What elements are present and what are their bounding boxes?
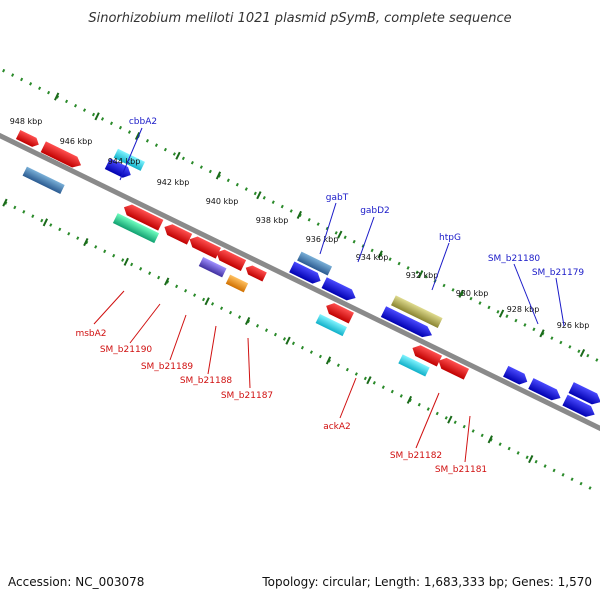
- forward-label-leaders: [119, 127, 565, 327]
- gene-label[interactable]: SM_b21189: [141, 362, 194, 372]
- gene-arrow[interactable]: [436, 355, 470, 380]
- gene-arrow[interactable]: [104, 158, 134, 180]
- gene-arrow[interactable]: [391, 295, 443, 329]
- gene-arrow[interactable]: [15, 130, 41, 149]
- reverse-major-ticks: [2, 198, 534, 464]
- gene-arrow[interactable]: [113, 148, 145, 171]
- gene-arrow[interactable]: [380, 306, 435, 340]
- genome-band: [0, 68, 600, 494]
- gene-arrow[interactable]: [187, 234, 221, 259]
- gene-arrow[interactable]: [528, 378, 563, 403]
- gene-arrow[interactable]: [568, 382, 600, 407]
- gene-arrow[interactable]: [321, 277, 359, 303]
- topology-summary: Topology: circular; Length: 1,683,333 bp…: [261, 575, 592, 589]
- forward-genes: [15, 130, 600, 420]
- gene-label[interactable]: SM_b21188: [180, 376, 233, 386]
- gene-arrow[interactable]: [398, 354, 430, 377]
- gene-arrow[interactable]: [198, 257, 227, 278]
- gene-label[interactable]: msbA2: [75, 329, 106, 339]
- gene-label[interactable]: SM_b21182: [390, 451, 442, 461]
- map-title: Sinorhizobium meliloti 1021 plasmid pSym…: [88, 11, 511, 26]
- gene-arrow[interactable]: [410, 343, 443, 367]
- scale-label: 944 kbp: [108, 157, 141, 166]
- scale-label: 932 kbp: [406, 271, 439, 280]
- gene-label[interactable]: gabT: [326, 193, 349, 203]
- gene-arrow[interactable]: [214, 247, 247, 271]
- scale-label: 926 kbp: [557, 321, 590, 330]
- reverse-genes: [22, 166, 470, 380]
- gene-label[interactable]: SM_b21187: [221, 391, 273, 401]
- gene-label[interactable]: SM_b21179: [532, 268, 585, 278]
- gene-arrow[interactable]: [324, 300, 354, 324]
- scale-label: 942 kbp: [157, 178, 190, 187]
- genome-backbone: [0, 121, 600, 443]
- gene-arrow[interactable]: [503, 365, 530, 387]
- scale-label: 938 kbp: [256, 216, 289, 225]
- scale-labels: 948 kbp 946 kbp 944 kbp 942 kbp 940 kbp …: [10, 117, 590, 330]
- reverse-label-leaders: [93, 290, 471, 463]
- accession-label: Accession: NC_003078: [8, 575, 144, 589]
- reverse-gene-labels: msbA2 SM_b21190 SM_b21189 SM_b21188 SM_b…: [75, 329, 487, 475]
- gene-arrow[interactable]: [315, 314, 347, 337]
- forward-gene-labels: cbbA2 gabT gabD2 htpG SM_b21180 SM_b2117…: [129, 117, 585, 278]
- gene-label[interactable]: SM_b21180: [488, 254, 541, 264]
- gene-arrow[interactable]: [112, 213, 160, 244]
- scale-label: 930 kbp: [456, 289, 489, 298]
- gene-label[interactable]: SM_b21190: [100, 345, 153, 355]
- gene-arrow[interactable]: [289, 261, 323, 286]
- scale-label: 948 kbp: [10, 117, 43, 126]
- scale-label: 936 kbp: [306, 235, 339, 244]
- gene-label[interactable]: cbbA2: [129, 117, 157, 127]
- gene-arrow[interactable]: [244, 263, 267, 282]
- gene-arrow[interactable]: [297, 251, 333, 276]
- gene-arrow[interactable]: [40, 141, 84, 170]
- scale-label: 928 kbp: [507, 305, 540, 314]
- scale-label: 946 kbp: [60, 137, 93, 146]
- scale-label: 934 kbp: [356, 253, 389, 262]
- gene-arrow[interactable]: [22, 166, 65, 195]
- gene-arrow[interactable]: [121, 202, 164, 231]
- gene-label[interactable]: gabD2: [360, 206, 390, 216]
- gene-label[interactable]: SM_b21181: [435, 465, 487, 475]
- gene-label[interactable]: ackA2: [323, 422, 351, 432]
- gene-arrow[interactable]: [225, 274, 249, 293]
- scale-label: 940 kbp: [206, 197, 239, 206]
- gene-label[interactable]: htpG: [439, 233, 461, 243]
- forward-major-ticks: [54, 92, 586, 358]
- gene-arrow[interactable]: [162, 222, 193, 245]
- gene-arrow[interactable]: [562, 394, 597, 420]
